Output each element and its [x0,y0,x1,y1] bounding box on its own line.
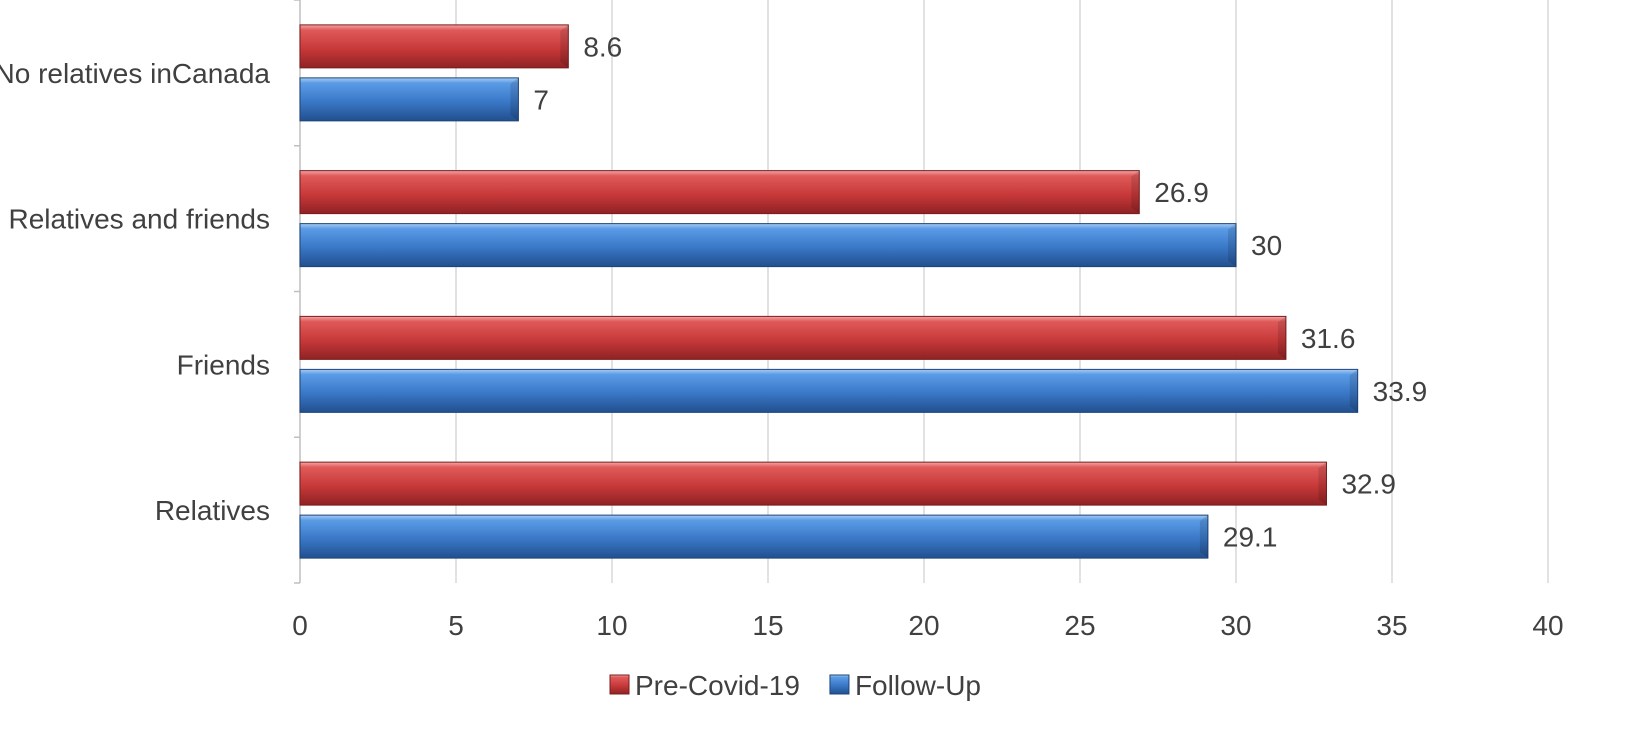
legend-label: Pre-Covid-19 [635,670,800,701]
value-label: 8.6 [583,31,622,62]
value-label: 32.9 [1341,469,1396,500]
bar-Follow-Up-Relatives and friends [299,223,1237,268]
bar-Follow-Up-Friends [299,368,1359,413]
value-label: 31.6 [1301,323,1356,354]
bar-Pre-Covid-19-Relatives and friends [299,170,1140,215]
bar-Follow-Up-Relatives [299,514,1209,559]
x-tick-label-0: 0 [292,610,308,641]
category-label: No relatives inCanada [0,58,270,89]
category-label: Friends [177,349,270,380]
x-tick-label-15: 15 [752,610,783,641]
category-label: Relatives and friends [9,204,270,235]
data-labels: 8.6 7 26.9 30 31.6 33.9 32.9 29.1 [533,31,1427,552]
bar-bevel [560,24,569,68]
value-label: 7 [533,84,549,115]
bar-bevel [1349,369,1358,413]
category-labels: No relatives inCanada Relatives and frien… [0,58,270,526]
bar-rect [299,461,1327,506]
bar-bevel [1318,462,1327,506]
value-label: 33.9 [1373,376,1428,407]
legend-swatch [829,674,850,695]
value-label: 26.9 [1154,177,1209,208]
x-tick-label-30: 30 [1220,610,1251,641]
bar-bevel [1199,515,1208,559]
bar-bevel [1277,316,1286,360]
bar-Follow-Up-No relatives inCanada [299,77,519,122]
legend-label: Follow-Up [855,670,981,701]
bar-rect [299,514,1209,559]
bar-Pre-Covid-19-Friends [299,315,1287,360]
bar-bevel [1228,223,1236,267]
bars [299,24,1359,559]
bar-Pre-Covid-19-Relatives [299,461,1327,506]
value-label: 30 [1251,230,1282,261]
bar-bevel [510,77,519,121]
value-label: 29.1 [1223,522,1278,553]
bar-rect [299,170,1140,215]
legend-item: Pre-Covid-19 [609,670,800,701]
x-tick-label-5: 5 [448,610,464,641]
x-tick-label-10: 10 [596,610,627,641]
gridlines [455,0,1549,583]
x-tick-label-40: 40 [1532,610,1563,641]
bar-rect [299,368,1359,413]
bar-rect [299,223,1237,268]
bar-Pre-Covid-19-No relatives inCanada [299,24,569,69]
category-label: Relatives [155,495,270,526]
legend-item: Follow-Up [829,670,981,701]
x-tick-label-35: 35 [1376,610,1407,641]
category-axis [294,0,301,584]
x-tick-label-20: 20 [908,610,939,641]
bar-bevel [1131,170,1140,214]
legend-swatch [609,674,630,695]
legend: Pre-Covid-19 Follow-Up [609,670,981,701]
bar-rect [299,24,569,69]
bar-rect [299,315,1287,360]
x-axis-ticks: 0 5 10 15 20 25 30 35 40 [292,610,1563,641]
bar-rect [299,77,519,122]
x-tick-label-25: 25 [1064,610,1095,641]
